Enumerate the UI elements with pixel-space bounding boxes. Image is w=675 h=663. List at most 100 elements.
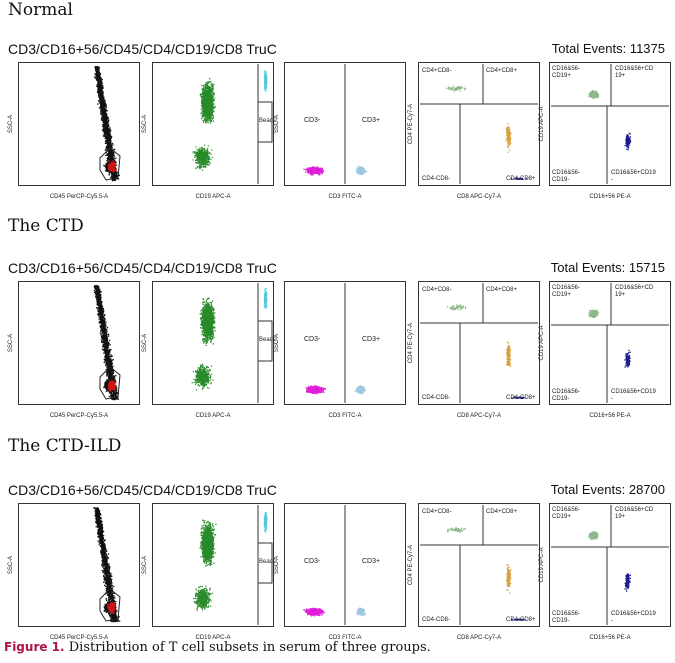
group-title-normal: Normal [8, 0, 73, 20]
total-events: Total Events: 28700 [550, 482, 665, 497]
event-cluster [506, 564, 512, 594]
y-axis-label: SSC-A [142, 115, 148, 133]
x-axis-label: CD16+56 PE-A [589, 413, 630, 419]
plot-cd4-cd8: CD4+CD8- CD4+CD8+ CD4-CD8- CD4-CD8+ CD8 APC-… [408, 62, 540, 200]
event-cluster [624, 573, 631, 592]
y-axis-label: SSC-A [142, 556, 148, 574]
group-title-ctd: The CTD [8, 216, 84, 236]
event-cluster [107, 602, 116, 614]
plot-cd19-cd16-56: CD16&56-CD19+CD16&56+CD19+CD16&56-CD19-C… [539, 62, 671, 200]
quadrant-label-cd16pos-cd19neg: - [611, 396, 613, 402]
quadrant-label-cd4neg-cd8neg: CD4-CD8- [422, 617, 450, 623]
x-axis-label: CD19 APC-A [195, 635, 230, 641]
quadrant-label-cd16pos-cd19pos: CD16&56+CD [615, 507, 654, 513]
plot-cd3: CD3- CD3+ CD3 FITC-A SSC-A [274, 281, 406, 419]
total-events: Total Events: 15715 [550, 260, 665, 275]
caption-label: Figure 1. [4, 640, 65, 654]
beads-gate [257, 542, 273, 584]
quadrant-label-cd4pos-cd8pos: CD4+CD8+ [486, 287, 518, 293]
x-axis-label: CD3 FITC-A [329, 194, 362, 200]
y-axis-label: SSC-A [8, 334, 14, 352]
event-cluster [511, 618, 525, 621]
plot-frame [549, 503, 671, 627]
quadrant-label-cd3-pos: CD3+ [362, 117, 380, 124]
x-axis-label: CD8 APC-Cy7-A [457, 413, 501, 419]
event-cluster [263, 511, 268, 533]
y-axis-label: CD4 PE-Cy7-A [408, 323, 414, 363]
plot-frame [152, 281, 274, 405]
quadrant-label-cd3-pos: CD3+ [362, 558, 380, 565]
plot-frame [418, 62, 540, 186]
plot-frame [18, 281, 140, 405]
x-axis-label: CD8 APC-Cy7-A [457, 194, 501, 200]
event-cluster [511, 396, 525, 400]
quadrant-label-cd16pos-cd19pos: 19+ [615, 73, 626, 79]
plot-ssc-cd19: Beads CD19 APC-A SSC-A [142, 62, 276, 200]
plot-frame [152, 503, 274, 627]
event-cluster [510, 177, 528, 180]
beads-gate [257, 101, 273, 143]
plot-cd19-cd16-56: CD16&56-CD19+CD16&56+CD19+CD16&56-CD19-C… [539, 281, 671, 419]
plot-ssc-cd45: CD45 PerCP-Cy5.5-A SSC-A [8, 281, 140, 419]
plot-frame [18, 503, 140, 627]
plot-frame [152, 62, 274, 186]
plot-ssc-cd45: CD45 PerCP-Cy5.5-A SSC-A [8, 503, 140, 641]
quadrant-label-cd16neg-cd19pos: CD19+ [552, 514, 571, 520]
quadrant-label-cd4pos-cd8neg: CD4+CD8- [422, 287, 452, 293]
quadrant-label-cd16pos-cd19neg: CD16&56+CD19 [611, 611, 657, 617]
x-axis-label: CD16+56 PE-A [589, 194, 630, 200]
quadrant-label-cd16pos-cd19neg: CD16&56+CD19 [611, 389, 657, 395]
beads-label: Beads [259, 118, 276, 124]
x-axis-label: CD19 APC-A [195, 194, 230, 200]
plot-ssc-cd19: Beads CD19 APC-A SSC-A [142, 281, 276, 419]
total-events: Total Events: 11375 [551, 41, 665, 56]
plot-cd3: CD3- CD3+ CD3 FITC-A SSC-A [274, 503, 406, 641]
event-cluster [305, 385, 326, 395]
plot-cd19-cd16-56: CD16&56-CD19+CD16&56+CD19+CD16&56-CD19-C… [539, 503, 671, 641]
quadrant-label-cd4pos-cd8pos: CD4+CD8+ [486, 509, 518, 515]
quadrant-label-cd3-pos: CD3+ [362, 336, 380, 343]
event-cluster [199, 78, 216, 124]
event-cluster [263, 288, 268, 309]
event-cluster [354, 385, 366, 395]
quadrant-label-cd4pos-cd8neg: CD4+CD8- [422, 68, 452, 74]
event-cluster [445, 85, 467, 92]
x-axis-label: CD16+56 PE-A [589, 635, 630, 641]
quadrant-label-cd4neg-cd8pos: CD4-CD8+ [506, 617, 536, 623]
quadrant-label-cd4pos-cd8pos: CD4+CD8+ [486, 68, 518, 74]
event-cluster [624, 349, 631, 368]
y-axis-label: CD19 APC-A [539, 547, 545, 582]
quadrant-label-cd4neg-cd8pos: CD4-CD8+ [506, 395, 536, 401]
group-title-ctd-ild: The CTD-ILD [8, 436, 122, 456]
quadrant-label-cd16pos-cd19pos: CD16&56+CD [615, 66, 654, 72]
quadrant-label-cd3-neg: CD3- [304, 117, 321, 124]
panel-title: CD3/CD16+56/CD45/CD4/CD19/CD8 TruC [8, 41, 277, 57]
x-axis-label: CD8 APC-Cy7-A [457, 635, 501, 641]
plot-frame [549, 62, 671, 186]
y-axis-label: SSC-A [274, 556, 280, 574]
event-cluster [356, 165, 368, 176]
event-cluster [356, 607, 367, 617]
event-cluster [263, 70, 268, 92]
plot-ssc-cd45: CD45 PerCP-Cy5.5-A SSC-A [8, 62, 140, 200]
quadrant-label-cd16neg-cd19neg: CD19- [552, 618, 569, 624]
event-cluster [107, 160, 117, 173]
quadrant-label-cd16neg-cd19pos: CD19+ [552, 73, 571, 79]
event-cluster [447, 527, 466, 533]
lymphocyte-gate [99, 588, 121, 622]
y-axis-label: SSC-A [274, 334, 280, 352]
quadrant-label-cd16neg-cd19neg: CD16&56- [552, 611, 580, 617]
y-axis-label: SSC-A [8, 115, 14, 133]
event-cluster [588, 309, 600, 318]
quadrant-label-cd16neg-cd19neg: CD16&56- [552, 170, 580, 176]
event-cluster [588, 531, 599, 540]
x-axis-label: CD45 PerCP-Cy5.5-A [50, 413, 108, 419]
plot-cd4-cd8: CD4+CD8- CD4+CD8+ CD4-CD8- CD4-CD8+ CD8 APC-… [408, 503, 540, 641]
y-axis-label: SSC-A [274, 115, 280, 133]
plot-ssc-cd19: Beads CD19 APC-A SSC-A [142, 503, 276, 641]
y-axis-label: CD4 PE-Cy7-A [408, 104, 414, 144]
quadrant-label-cd4neg-cd8neg: CD4-CD8- [422, 395, 450, 401]
event-cluster [191, 363, 214, 391]
quadrant-label-cd16neg-cd19neg: CD19- [552, 396, 569, 402]
event-cluster [505, 123, 512, 153]
